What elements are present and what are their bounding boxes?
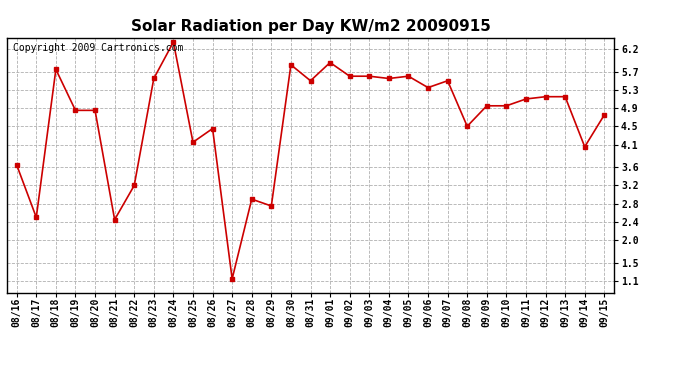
Text: Copyright 2009 Cartronics.com: Copyright 2009 Cartronics.com (13, 43, 184, 52)
Text: Solar Radiation per Day KW/m2 20090915: Solar Radiation per Day KW/m2 20090915 (130, 19, 491, 34)
